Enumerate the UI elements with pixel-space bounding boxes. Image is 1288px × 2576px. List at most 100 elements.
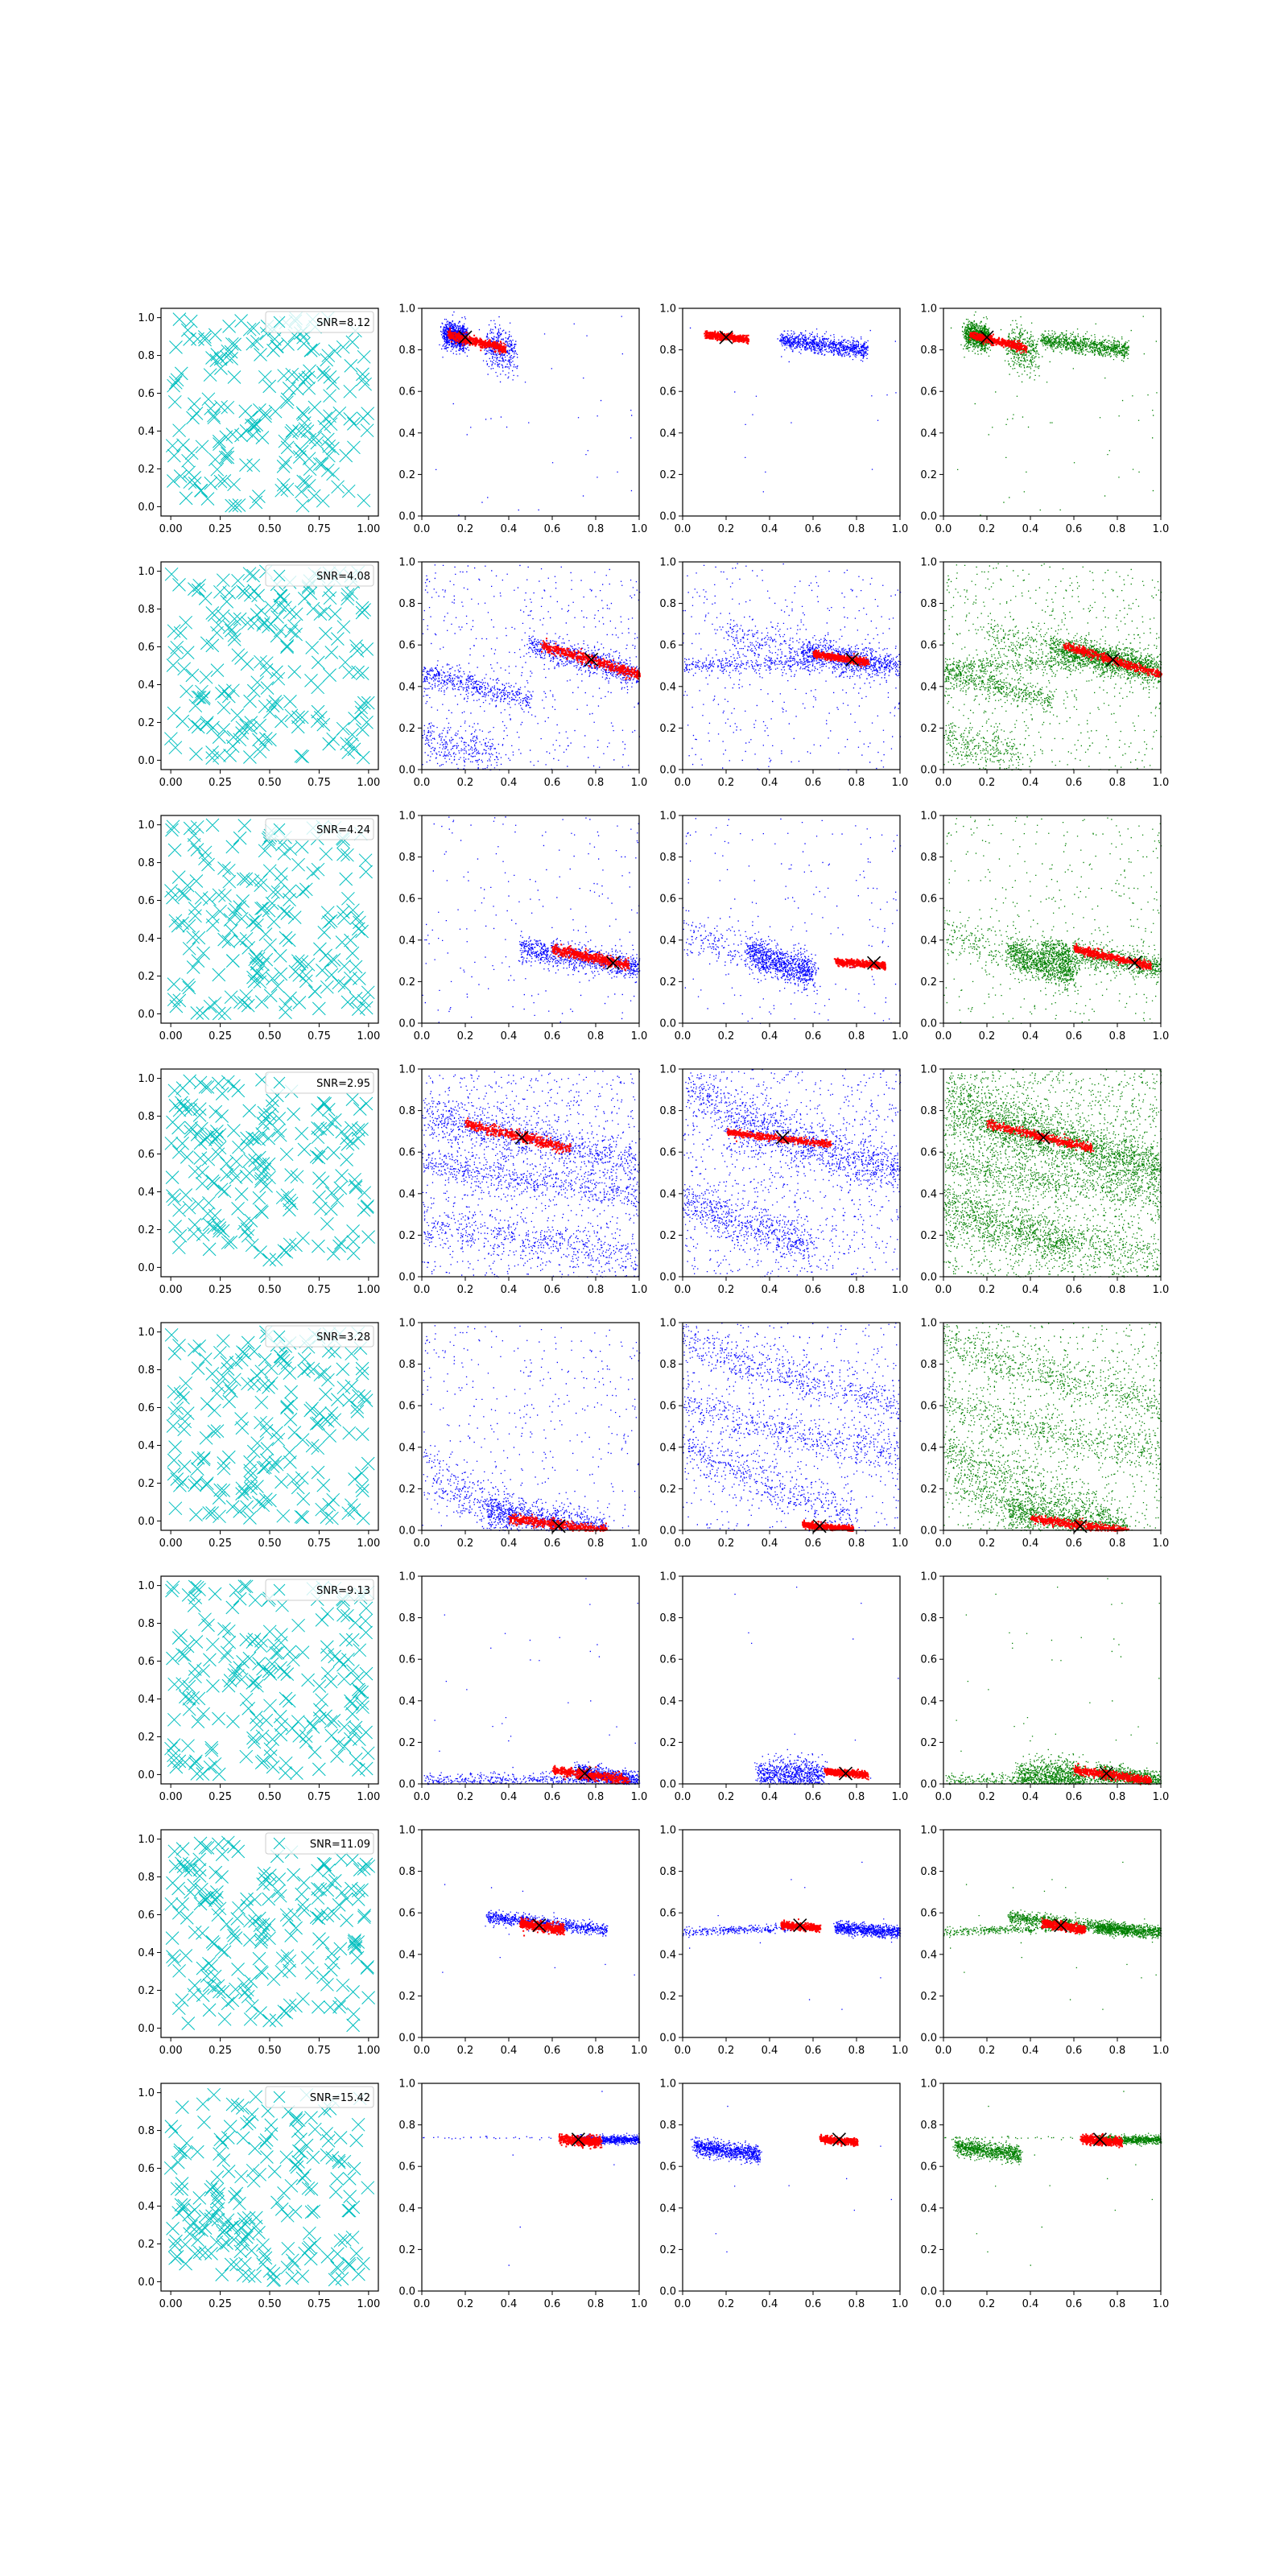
y-tick-label: 0.8 bbox=[398, 598, 415, 610]
legend-cross-icon bbox=[273, 1837, 286, 1850]
y-tick-label: 0.4 bbox=[920, 681, 937, 693]
y-tick-label: 0.2 bbox=[920, 1484, 937, 1496]
y-tick-label: 0.2 bbox=[138, 1478, 155, 1490]
y-tick-label: 0.0 bbox=[920, 2286, 937, 2298]
y-tick-label: 1.0 bbox=[398, 1318, 415, 1330]
x-tick-label: 0.6 bbox=[805, 2298, 822, 2310]
axes-frame bbox=[682, 1829, 901, 2038]
red-cluster bbox=[1041, 1918, 1087, 1934]
x-tick-label: 0.8 bbox=[848, 2045, 865, 2057]
x-tick-label: 0.2 bbox=[718, 1538, 735, 1550]
center-x-marker bbox=[832, 2132, 846, 2147]
x-tick-label: 0.50 bbox=[258, 523, 282, 535]
x-tick-label: 0.6 bbox=[1066, 777, 1083, 789]
y-tick-label: 0.4 bbox=[659, 1949, 676, 1961]
y-tick-label: 0.6 bbox=[398, 1401, 415, 1413]
y-tick-label: 1.0 bbox=[659, 1825, 676, 1837]
x-tick-label: 0.8 bbox=[848, 777, 865, 789]
x-tick-label: 0.25 bbox=[208, 1284, 232, 1296]
x-tick-label: 0.8 bbox=[848, 1538, 865, 1550]
green-points bbox=[950, 311, 1158, 516]
y-tick-label: 0.2 bbox=[398, 1737, 415, 1749]
axes-frame bbox=[943, 561, 1162, 770]
y-tick-label: 0.0 bbox=[398, 1272, 415, 1284]
green-points bbox=[945, 1578, 1162, 1785]
x-tick-label: 0.25 bbox=[208, 777, 232, 789]
x-tick-label: 0.75 bbox=[308, 1538, 331, 1550]
axes-frame bbox=[943, 1575, 1162, 1785]
x-tick-label: 1.0 bbox=[631, 1030, 648, 1042]
y-tick-label: 0.4 bbox=[138, 1187, 155, 1199]
y-tick-label: 0.8 bbox=[920, 598, 937, 610]
x-tick-label: 0.00 bbox=[159, 2298, 183, 2310]
y-tick-label: 0.8 bbox=[138, 1618, 155, 1630]
y-tick-label: 0.0 bbox=[920, 1272, 937, 1284]
x-tick-label: 0.0 bbox=[675, 1538, 691, 1550]
x-tick-label: 0.4 bbox=[762, 1538, 778, 1550]
x-tick-label: 0.6 bbox=[805, 1284, 822, 1296]
red-cluster bbox=[1072, 1762, 1153, 1785]
x-tick-label: 0.8 bbox=[848, 2298, 865, 2310]
y-tick-label: 0.8 bbox=[138, 604, 155, 616]
panel-blue-1-row-1: 0.0 0.2 0.4 0.6 0.8 1.0 0.0 0.2 0.4 0.6 0.8 1.0 bbox=[398, 303, 647, 536]
y-tick-label: 0.6 bbox=[659, 1147, 676, 1159]
y-tick-label: 0.8 bbox=[398, 2120, 415, 2132]
axes-frame bbox=[682, 2083, 901, 2292]
x-tick-label: 0.6 bbox=[805, 777, 822, 789]
y-tick-label: 0.2 bbox=[138, 971, 155, 983]
panel-green-row-4: 0.0 0.2 0.4 0.6 0.8 1.0 0.0 0.2 0.4 0.6 0.8 1.0 bbox=[920, 1064, 1169, 1297]
axes-frame bbox=[682, 308, 901, 517]
legend-cross-icon bbox=[273, 569, 286, 582]
y-tick-label: 0.4 bbox=[398, 1949, 415, 1961]
y-tick-label: 0.0 bbox=[398, 2033, 415, 2045]
y-tick-label: 0.4 bbox=[138, 426, 155, 438]
cross-markers bbox=[164, 564, 375, 765]
y-tick-label: 1.0 bbox=[398, 1825, 415, 1837]
y-tick-label: 0.0 bbox=[138, 2277, 155, 2289]
x-tick-label: 1.00 bbox=[357, 777, 380, 789]
y-tick-label: 1.0 bbox=[398, 1064, 415, 1076]
x-tick-label: 0.6 bbox=[544, 2045, 561, 2057]
legend-box bbox=[265, 818, 374, 840]
green-points bbox=[943, 1861, 1162, 2010]
x-tick-label: 0.0 bbox=[935, 1030, 952, 1042]
x-tick-label: 0.00 bbox=[159, 1030, 183, 1042]
y-tick-label: 0.6 bbox=[138, 1656, 155, 1668]
x-tick-label: 0.6 bbox=[544, 523, 561, 535]
y-tick-label: 0.8 bbox=[138, 1872, 155, 1884]
x-tick-label: 0.8 bbox=[588, 523, 605, 535]
x-tick-label: 1.0 bbox=[1153, 1791, 1170, 1803]
legend-box bbox=[265, 1071, 374, 1094]
y-tick-label: 0.8 bbox=[920, 1866, 937, 1878]
panel-crosses-row-6: 0.00 0.25 0.50 0.75 1.00 0.0 0.2 0.4 0.6 0.8 1.0 SN… bbox=[138, 1575, 380, 1803]
panel-green-row-2: 0.0 0.2 0.4 0.6 0.8 1.0 0.0 0.2 0.4 0.6 0.8 1.0 bbox=[920, 557, 1169, 790]
y-tick-label: 0.4 bbox=[398, 681, 415, 693]
x-tick-label: 0.75 bbox=[308, 1791, 331, 1803]
y-tick-label: 0.4 bbox=[920, 935, 937, 947]
x-tick-label: 0.2 bbox=[457, 777, 474, 789]
y-tick-label: 0.8 bbox=[398, 345, 415, 357]
x-tick-label: 1.0 bbox=[1153, 2298, 1170, 2310]
axes-frame bbox=[943, 1829, 1162, 2038]
y-tick-label: 0.6 bbox=[398, 894, 415, 906]
center-x-marker bbox=[577, 1766, 592, 1781]
y-tick-label: 0.4 bbox=[920, 427, 937, 440]
y-tick-label: 0.4 bbox=[659, 681, 676, 693]
x-tick-label: 0.2 bbox=[718, 777, 735, 789]
x-tick-label: 1.00 bbox=[357, 1284, 380, 1296]
x-tick-label: 0.4 bbox=[501, 1791, 518, 1803]
x-tick-label: 0.8 bbox=[588, 2045, 605, 2057]
y-tick-label: 0.8 bbox=[659, 852, 676, 864]
blue-points bbox=[422, 1325, 641, 1532]
red-cluster bbox=[551, 1765, 631, 1785]
y-tick-label: 0.8 bbox=[398, 1866, 415, 1878]
panel-crosses-row-8: 0.00 0.25 0.50 0.75 1.00 0.0 0.2 0.4 0.6 0.8 1.0 SN… bbox=[138, 2083, 380, 2310]
panel-blue-1-row-2: 0.0 0.2 0.4 0.6 0.8 1.0 0.0 0.2 0.4 0.6 0.8 1.0 bbox=[398, 557, 647, 790]
y-tick-label: 1.0 bbox=[138, 1327, 155, 1339]
x-tick-label: 1.0 bbox=[892, 2298, 909, 2310]
x-tick-label: 0.2 bbox=[979, 1030, 996, 1042]
y-tick-label: 0.2 bbox=[398, 1991, 415, 2003]
green-points bbox=[944, 2091, 1162, 2266]
y-tick-label: 0.6 bbox=[659, 1401, 676, 1413]
legend-cross-icon bbox=[273, 1583, 286, 1596]
